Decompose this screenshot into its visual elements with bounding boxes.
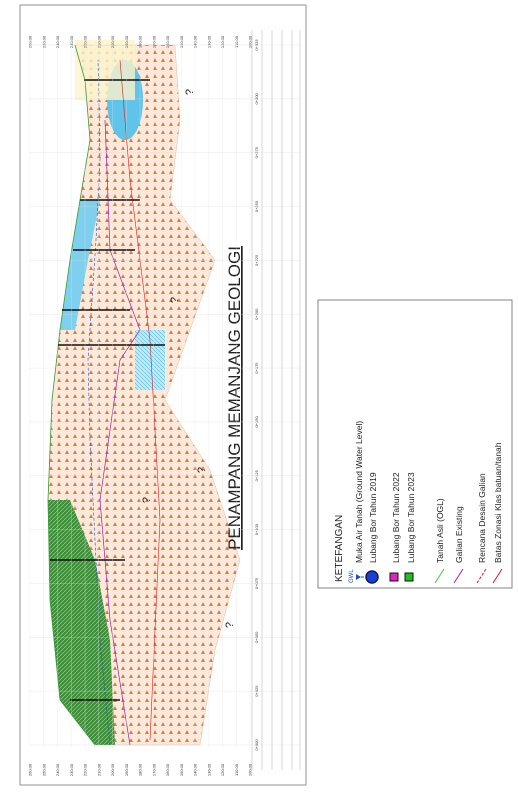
chainage-label: 0+225	[254, 254, 259, 266]
legend-title: KETEFANGAN	[334, 515, 345, 582]
chainage-label: 0+275	[254, 146, 259, 158]
legend-symbol	[405, 573, 413, 581]
unknown-mark: ?	[169, 297, 181, 303]
legend-item: Lubang Bor Tahun 2022	[391, 472, 401, 563]
elevation-label: 230.00	[69, 763, 74, 776]
unknown-mark: ?	[141, 497, 153, 503]
elevation-label: 220.00	[83, 763, 88, 776]
chainage-label: 0+100	[254, 523, 259, 535]
chainage-label: 0+200	[254, 308, 259, 320]
legend-item: Rencana Desain Galian	[477, 473, 487, 563]
legend-item: Galian Existing	[454, 506, 464, 563]
elevation-label: 200.00	[110, 763, 115, 776]
chainage-label: 0+300	[254, 92, 259, 104]
legend-item: Tanah Asli (OGL)	[435, 498, 445, 563]
unknown-mark: ?	[224, 622, 236, 628]
legend-item: Batas Zonasi Klas batuan/tanah	[493, 442, 503, 563]
chainage-label: 0+175	[254, 362, 259, 374]
gwl-symbol: GWL	[349, 569, 355, 583]
chainage-label: 0+075	[254, 577, 259, 589]
chainage-label: 0+250	[254, 200, 259, 212]
elevation-label: 190.00	[124, 763, 129, 776]
legend-item: Lubang Bor Tahun 2023	[406, 472, 416, 563]
elevation-label: 110.00	[234, 763, 239, 776]
legend-symbol	[366, 571, 378, 583]
elevation-label: 170.00	[151, 763, 156, 776]
elevation-label: 130.00	[206, 763, 211, 776]
legend-item: Lubang Bor Tahun 2019	[368, 472, 378, 563]
title: PENAMPANG MEMANJANG GEOLOGI	[225, 246, 244, 550]
elevation-label: 100.00	[248, 763, 253, 776]
chainage-label: 0+050	[254, 631, 259, 643]
legend-item: Muka Air Tanah (Ground Water Level)	[354, 421, 364, 563]
unknown-mark: ?	[184, 89, 196, 95]
elevation-label: 120.00	[220, 763, 225, 776]
chainage-label: 0+000	[254, 739, 259, 751]
legend-symbol	[390, 573, 398, 581]
drawing-sheet: PENAMPANG MEMANJANG GEOLOGI260.00260.002…	[0, 0, 518, 792]
page: PENAMPANG MEMANJANG GEOLOGI260.00260.002…	[0, 0, 518, 792]
chainage-label: 0+025	[254, 685, 259, 697]
elevation-label: 240.00	[55, 763, 60, 776]
elevation-label: 250.00	[41, 763, 46, 776]
chainage-label: 0+150	[254, 416, 259, 428]
chainage-label: 0+325	[254, 39, 259, 51]
unknown-mark: ?	[196, 467, 208, 473]
elevation-label: 160.00	[165, 763, 170, 776]
elevation-label: 150.00	[179, 763, 184, 776]
elevation-label: 180.00	[138, 763, 143, 776]
elevation-label: 140.00	[193, 763, 198, 776]
elevation-label: 210.00	[96, 763, 101, 776]
chainage-label: 0+125	[254, 469, 259, 481]
elevation-label: 260.00	[28, 763, 33, 776]
